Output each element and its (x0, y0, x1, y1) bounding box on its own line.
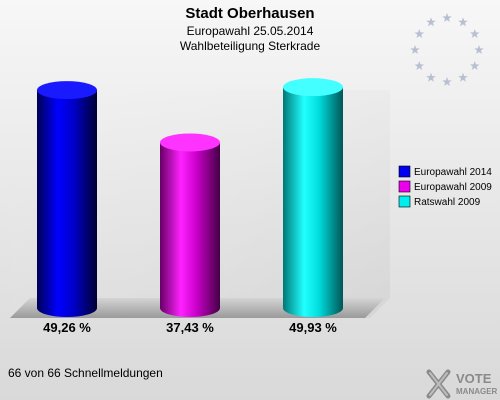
bar-1 (160, 133, 220, 317)
chart-title: Stadt Oberhausen (185, 5, 314, 22)
logo-line2: MANAGER (456, 387, 498, 396)
logo-x-icon (426, 369, 451, 399)
bars (37, 78, 343, 318)
bar-top-0 (37, 81, 97, 100)
legend-label-0: Europawahl 2014 (414, 167, 492, 178)
chart-subtitle: Europawahl 25.05.2014 (187, 24, 314, 38)
legend-swatch-2 (398, 195, 411, 208)
star-icon (442, 77, 452, 87)
star-icon (414, 61, 425, 71)
bar-body-1 (160, 142, 220, 317)
bar-top-1 (160, 133, 220, 152)
star-icon (414, 29, 425, 39)
legend-swatch-1 (398, 180, 411, 193)
bar-top-2 (283, 78, 343, 97)
value-label-2: 49,93 % (289, 320, 337, 335)
legend-label-2: Ratswahl 2009 (414, 197, 481, 208)
star-icon (442, 13, 452, 23)
bar-0 (37, 81, 97, 317)
bar-body-2 (283, 87, 343, 318)
legend: Europawahl 2014 Europawahl 2009 Ratswahl… (398, 165, 492, 208)
star-icon (469, 61, 480, 71)
star-icon (426, 17, 436, 27)
value-label-0: 49,26 % (43, 320, 91, 335)
bar-2 (283, 78, 343, 318)
bar-body-0 (37, 90, 97, 317)
legend-label-1: Europawahl 2009 (414, 182, 492, 193)
eu-stars-icon (410, 13, 484, 87)
vote-manager-logo: VOTE MANAGER (426, 369, 498, 399)
star-icon (469, 29, 480, 39)
star-icon (458, 17, 468, 27)
value-label-1: 37,43 % (166, 320, 214, 335)
footer-text: 66 von 66 Schnellmeldungen (8, 366, 163, 380)
logo-line1: VOTE (456, 371, 492, 386)
star-icon (426, 72, 436, 82)
star-icon (474, 45, 484, 55)
star-icon (410, 45, 420, 55)
star-icon (458, 72, 468, 82)
legend-swatch-0 (398, 165, 411, 178)
chart-subtitle-2: Wahlbeteiligung Sterkrade (180, 39, 321, 53)
